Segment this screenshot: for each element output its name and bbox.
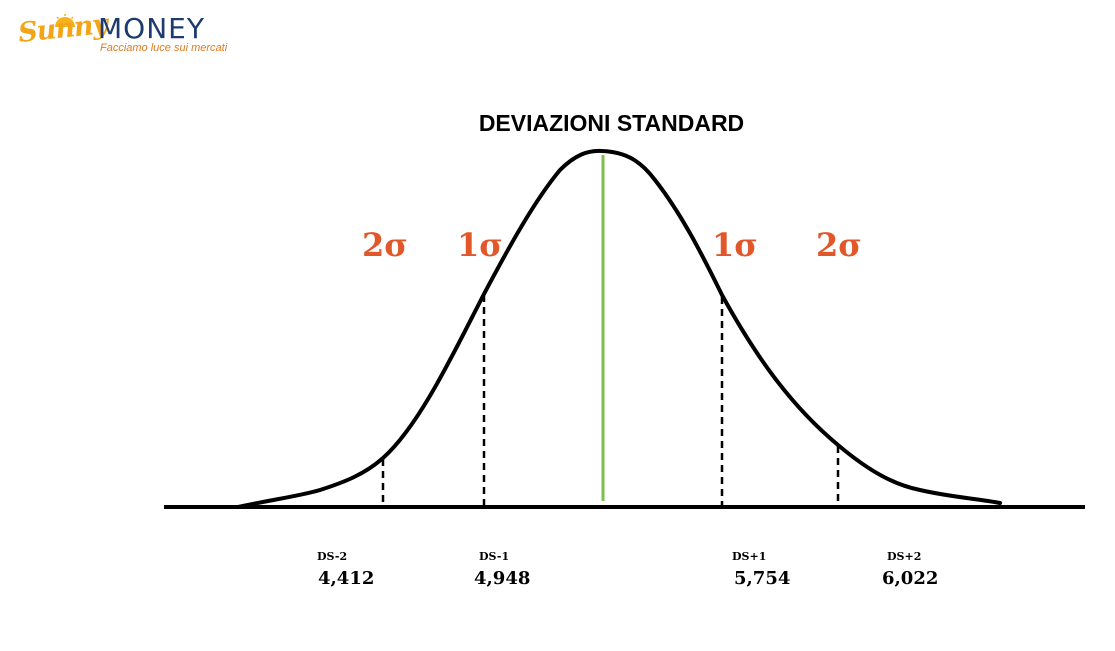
sigma-left-1: 1σ	[457, 226, 503, 264]
ds-label: DS-1	[479, 550, 510, 563]
sun-icon	[55, 14, 75, 27]
ds-label: DS+2	[887, 550, 922, 563]
ds-value: 4,412	[318, 568, 375, 589]
ds-value: 4,948	[474, 568, 531, 589]
diagram-title: DEVIAZIONI STANDARD	[478, 110, 745, 136]
bell-curve	[236, 148, 1002, 509]
logo-tagline: Facciamo luce sui mercati	[100, 42, 228, 54]
sigma-right-2: 2σ	[816, 226, 862, 264]
logo-money-text: MONEY	[98, 12, 205, 45]
sunny-money-logo: Sunny MONEY Facciamo luce sui mercati	[14, 9, 234, 60]
ds-value: 6,022	[882, 568, 939, 589]
ds-value: 5,754	[734, 568, 791, 589]
ds-label: DS-2	[317, 550, 348, 563]
sigma-right-1: 1σ	[712, 226, 758, 264]
ds-label: DS+1	[732, 550, 767, 563]
sigma-left-2: 2σ	[362, 226, 408, 264]
